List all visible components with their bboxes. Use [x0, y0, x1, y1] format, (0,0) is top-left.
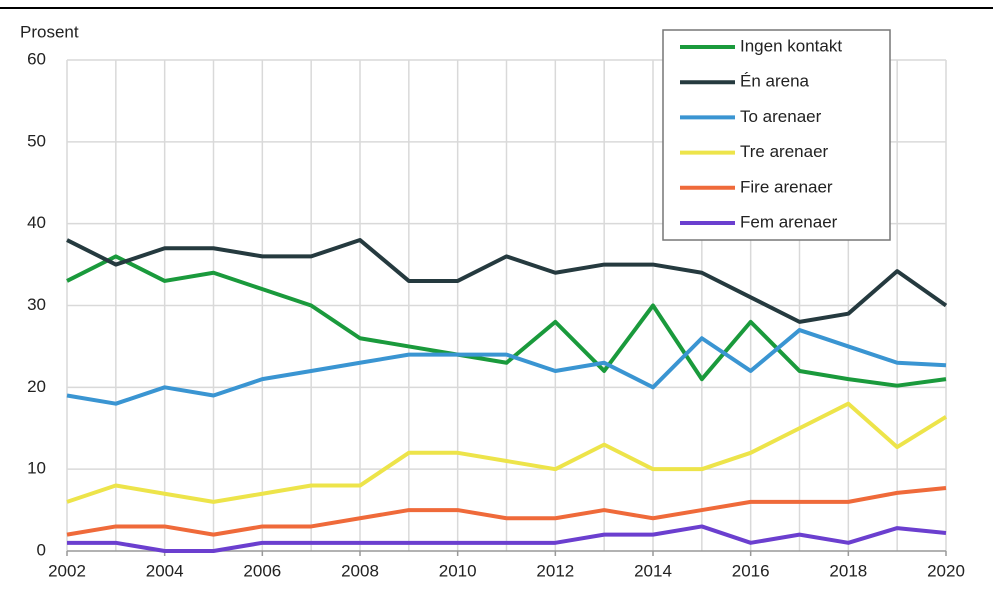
series-line — [67, 524, 947, 553]
legend-box — [662, 29, 891, 241]
y-tick-label: 40 — [27, 213, 46, 232]
y-tick-label: 50 — [27, 131, 46, 150]
y-tick-label: 60 — [27, 49, 46, 68]
x-tick-label: 2012 — [536, 561, 574, 580]
y-tick-label: 30 — [27, 295, 46, 314]
y-tick-label: 20 — [27, 377, 46, 396]
legend-label: To arenaer — [740, 107, 822, 126]
x-tick-label: 2014 — [634, 561, 672, 580]
series-line — [66, 238, 948, 324]
legend-label: Én arena — [740, 72, 810, 91]
y-tick-label: 10 — [27, 459, 46, 478]
series-line — [66, 328, 947, 406]
y-tick-label: 0 — [37, 540, 46, 559]
legend-label: Fire arenaer — [740, 177, 833, 196]
y-axis-label: Prosent — [20, 22, 79, 41]
x-tick-label: 2008 — [341, 561, 379, 580]
series-line — [66, 254, 947, 388]
series-line — [66, 401, 948, 504]
legend-label: Fem arenaer — [740, 212, 838, 231]
legend-label: Ingen kontakt — [740, 36, 842, 55]
legend-label: Tre arenaer — [740, 142, 829, 161]
x-tick-label: 2010 — [439, 561, 477, 580]
x-tick-label: 2016 — [732, 561, 770, 580]
x-tick-label: 2020 — [927, 561, 965, 580]
series-line — [66, 485, 947, 537]
x-tick-label: 2002 — [48, 561, 86, 580]
x-tick-label: 2004 — [146, 561, 184, 580]
x-tick-label: 2018 — [829, 561, 867, 580]
x-tick-label: 2006 — [243, 561, 281, 580]
